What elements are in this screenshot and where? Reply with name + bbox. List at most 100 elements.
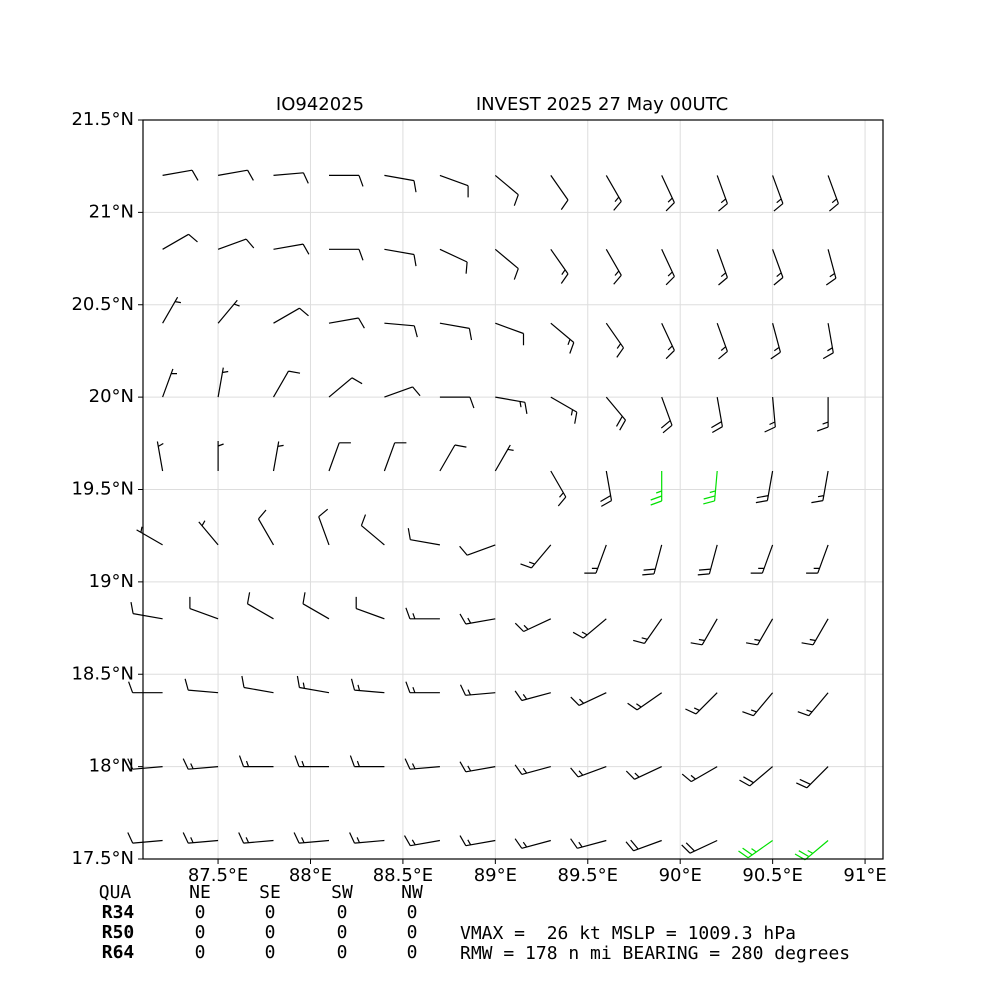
wind-barb [650, 471, 663, 506]
table-header: NE [189, 882, 211, 903]
wind-barb [182, 832, 219, 844]
wind-barb [162, 169, 199, 181]
wind-barb [711, 396, 723, 434]
wind-barb [241, 675, 274, 694]
wind-barb [742, 692, 774, 717]
wind-barb [745, 618, 774, 646]
wind-barb [739, 766, 773, 787]
wind-barb [797, 692, 829, 717]
wind-barb [697, 544, 718, 576]
wind-barb [439, 396, 475, 409]
x-tick-label: 91°E [843, 865, 886, 886]
wind-barb [633, 618, 663, 644]
chart-title: INVEST 2025 27 May 00UTC [476, 94, 728, 115]
table-cell: 0 [337, 942, 348, 963]
table-cell: 0 [195, 922, 206, 943]
wind-barb [162, 368, 177, 398]
wind-barb [690, 618, 718, 646]
wind-barb [128, 681, 163, 694]
wind-barb [772, 175, 784, 212]
table-header: SE [259, 882, 281, 903]
wind-barb [217, 441, 224, 471]
wind-barb [293, 832, 330, 844]
wind-barb [136, 526, 163, 546]
wind-barb [184, 678, 219, 694]
wind-barb [514, 838, 551, 849]
wind-barb [459, 761, 496, 773]
x-tick-label: 90°E [659, 865, 702, 886]
wind-barb [764, 397, 776, 433]
wind-barb [217, 169, 254, 181]
wind-barb [405, 681, 440, 694]
wind-barb [383, 442, 407, 472]
wind-barb [550, 175, 569, 210]
wind-barb [605, 322, 624, 358]
wind-barb [605, 249, 622, 285]
wind-barb [494, 248, 519, 280]
wind-barb [794, 840, 829, 861]
x-tick-label: 89°E [474, 865, 517, 886]
wind-barb [182, 758, 219, 770]
wind-barb [238, 755, 274, 768]
stats-line: VMAX = 26 kt MSLP = 1009.3 hPa [460, 923, 796, 944]
wind-barb [384, 174, 417, 193]
wind-barb [550, 322, 575, 354]
wind-barb [273, 307, 309, 324]
wind-barb [584, 544, 607, 574]
wind-barb [273, 172, 309, 184]
wind-barb [318, 508, 330, 546]
wind-barb [272, 441, 284, 472]
wind-barb [360, 514, 385, 546]
wind-barb [716, 175, 728, 212]
wind-barb [811, 470, 829, 504]
storm-id: IO942025 [276, 94, 364, 115]
x-tick-label: 89.5°E [558, 865, 618, 886]
x-tick-label: 90.5°E [742, 865, 802, 886]
wind-barb [217, 367, 229, 398]
table-cell: 0 [265, 942, 276, 963]
wind-barb [127, 832, 163, 844]
wind-barb [439, 322, 473, 341]
wind-barb [384, 322, 418, 338]
wind-barb [257, 509, 275, 546]
wind-barb [716, 249, 728, 286]
y-tick-label: 17.5°N [71, 848, 134, 869]
wind-barb [681, 766, 718, 783]
wind-barb [600, 470, 613, 507]
wind-barb [625, 766, 662, 780]
wind-barb [806, 544, 829, 574]
x-tick-label: 88°E [289, 865, 332, 886]
table-row-label: R50 [102, 922, 135, 943]
wind-barb [494, 444, 514, 472]
wind-barb [627, 692, 663, 711]
wind-barb [738, 840, 773, 859]
table-cell: 0 [337, 902, 348, 923]
table-cell: 0 [407, 922, 418, 943]
wind-barb [495, 322, 525, 346]
wind-barb [772, 249, 784, 286]
wind-barb [384, 386, 421, 398]
stats-line: RMW = 178 n mi BEARING = 280 degrees [460, 943, 850, 964]
wind-barb [755, 470, 774, 504]
wind-barb [459, 835, 496, 847]
wind-barb [661, 249, 675, 286]
wind-barb [130, 601, 163, 620]
plot-frame [142, 119, 884, 860]
wind-barb [405, 607, 440, 620]
x-tick-label: 88.5°E [373, 865, 433, 886]
wind-barb [514, 618, 552, 633]
y-tick-label: 19°N [89, 571, 134, 592]
wind-barb [439, 248, 468, 274]
table-header: NW [401, 882, 423, 903]
wind-barb [439, 174, 469, 198]
table-row-label: R34 [102, 902, 135, 923]
wind-barb [217, 299, 240, 324]
table-cell: 0 [337, 922, 348, 943]
wind-barb [605, 396, 627, 431]
wind-barb [681, 839, 718, 854]
wind-barb [198, 520, 219, 546]
wind-barb [570, 766, 607, 778]
wind-barb [661, 175, 675, 212]
wind-barb [127, 758, 163, 770]
wind-barb [827, 175, 839, 212]
